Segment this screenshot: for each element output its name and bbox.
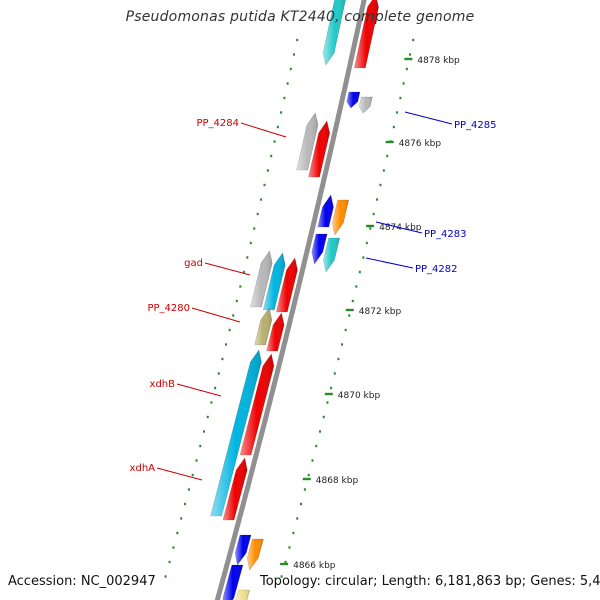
gene-pp4283-blue-shade bbox=[317, 195, 334, 227]
gene-label-left: xdhB bbox=[150, 379, 176, 390]
gene-pp4285-blue-shade bbox=[346, 92, 360, 108]
label-leader-left bbox=[176, 383, 222, 397]
gene-pp4282-blue-shade bbox=[311, 234, 328, 264]
gene-bottom-blue-shade bbox=[235, 535, 251, 565]
gene-bottom-blue-2-shade bbox=[222, 565, 243, 600]
gene-xdhb-cyan-shade bbox=[210, 350, 262, 516]
gene-pp4282-teal-shade bbox=[323, 238, 340, 272]
scale-label: 4868 kbp bbox=[316, 476, 359, 486]
gene-pp4284-shade bbox=[296, 113, 318, 170]
gene-pp4280-olive-shade bbox=[254, 308, 272, 345]
gene-gad-cyan-shade bbox=[263, 253, 286, 310]
scale-label: 4866 kbp bbox=[293, 561, 336, 571]
label-leader-right bbox=[375, 221, 423, 234]
scale-label: 4872 kbp bbox=[359, 307, 402, 317]
accession-text: Accession: NC_002947 bbox=[8, 574, 156, 589]
gene-label-left: PP_4284 bbox=[196, 118, 239, 129]
gene-label-left: PP_4280 bbox=[147, 303, 190, 314]
gene-xdhb-red-shade bbox=[240, 354, 274, 455]
gene-gad-red-shade bbox=[276, 258, 298, 312]
genome-summary-text: Topology: circular; Length: 6,181,863 bp… bbox=[260, 574, 600, 589]
scale-label: 4870 kbp bbox=[338, 391, 381, 401]
gene-features bbox=[210, 0, 379, 600]
label-leader-right bbox=[404, 111, 453, 125]
gene-pp4284-partner-shade bbox=[308, 121, 330, 177]
gene-top-teal-shade bbox=[323, 0, 346, 65]
gene-pp4285-grey-shade bbox=[359, 97, 373, 113]
gene-pp4283-orange-shade bbox=[332, 200, 349, 235]
gene-xdha-red-shade bbox=[223, 458, 248, 520]
label-leader-left bbox=[156, 467, 203, 481]
label-leader-left bbox=[204, 262, 251, 276]
map-title: Pseudomonas putida KT2440, complete geno… bbox=[125, 9, 475, 25]
scale-label: 4878 kbp bbox=[417, 56, 460, 66]
guide-ticks bbox=[164, 38, 415, 578]
scale-label: 4876 kbp bbox=[399, 139, 442, 149]
genome-backbone bbox=[214, 0, 367, 600]
gene-bottom-yellow-shade bbox=[235, 590, 250, 600]
gene-label-left: xdhA bbox=[130, 463, 156, 474]
label-leader-right bbox=[365, 257, 414, 269]
gene-label-right: PP_4285 bbox=[454, 120, 497, 131]
gene-pp4280-red-shade bbox=[266, 313, 285, 351]
gene-label-right: PP_4283 bbox=[424, 229, 467, 240]
gene-label-left: gad bbox=[184, 258, 203, 269]
gene-gad-grey-shade bbox=[250, 251, 273, 307]
gene-label-right: PP_4282 bbox=[415, 264, 458, 275]
gene-top-red-shade bbox=[354, 0, 379, 68]
label-leader-left bbox=[240, 122, 287, 138]
label-leader-left bbox=[191, 307, 241, 323]
gene-bottom-orange-shade bbox=[247, 539, 264, 570]
